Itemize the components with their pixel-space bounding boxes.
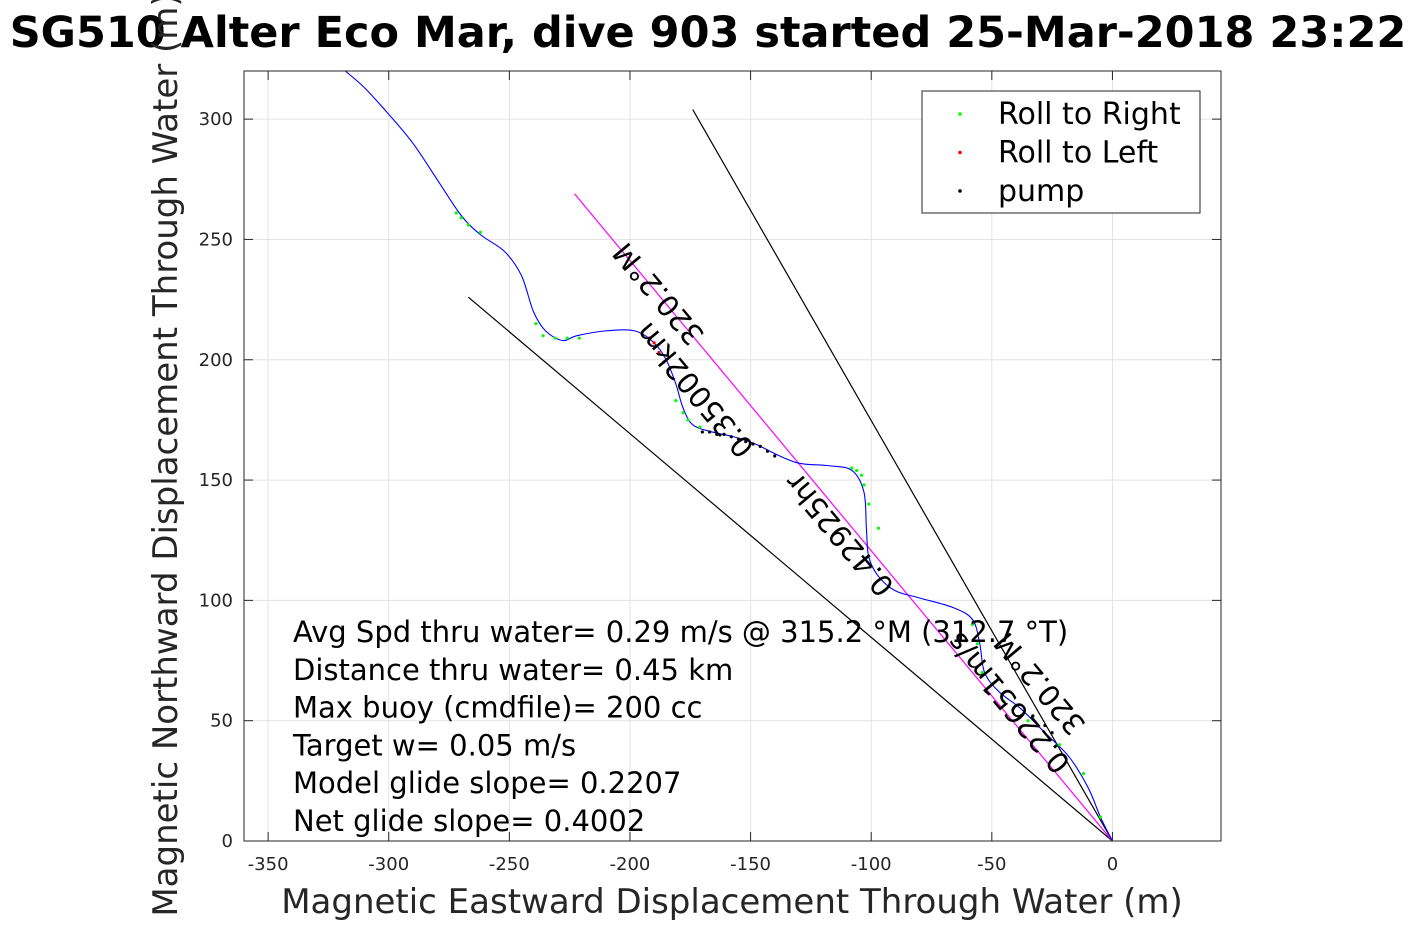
- plot-frame: [243, 70, 1222, 842]
- roll-right-point: [577, 336, 581, 340]
- roll-right-point: [534, 322, 538, 326]
- legend-marker: [958, 150, 962, 155]
- x-tick-label: -250: [489, 854, 530, 875]
- roll-left-point: [657, 350, 661, 355]
- roll-left-point: [647, 336, 651, 340]
- roll-right-point: [876, 526, 881, 530]
- annotation-line: Max buoy (cmdfile)= 200 cc: [293, 691, 702, 725]
- roll-right-point: [867, 502, 871, 506]
- pump-point: [1031, 714, 1035, 718]
- roll-right-point: [850, 466, 854, 470]
- roll-right-point: [1026, 719, 1030, 723]
- roll-left-point: [662, 360, 666, 364]
- y-tick-label: 250: [199, 229, 233, 250]
- legend-box: [921, 90, 1201, 214]
- y-tick-label: 0: [222, 831, 233, 852]
- marker-points: [454, 211, 1102, 819]
- reference-lines: [467, 109, 1113, 841]
- pump-point: [700, 430, 704, 434]
- annotation-block: Avg Spd thru water= 0.29 m/s @ 315.2 °M …: [292, 615, 1068, 838]
- pump-point: [722, 432, 726, 436]
- roll-right-point: [466, 223, 470, 227]
- roll-right-point: [859, 473, 864, 477]
- y-tick-label: 50: [210, 711, 233, 732]
- roll-right-point: [459, 216, 463, 220]
- x-tick-label: -100: [851, 854, 892, 875]
- y-tick-label: 150: [199, 470, 233, 491]
- y-tick-label: 100: [199, 590, 233, 611]
- roll-right-point: [454, 211, 458, 215]
- bounding-line: [692, 109, 1113, 841]
- pump-point: [707, 430, 712, 434]
- x-tick-label: -300: [368, 854, 409, 875]
- legend-label: Roll to Right: [998, 97, 1181, 132]
- roll-right-point: [1098, 815, 1102, 819]
- legend-label: pump: [998, 174, 1084, 209]
- bounding-line: [467, 296, 1113, 841]
- roll-right-point: [1002, 699, 1006, 704]
- roll-right-point: [565, 336, 569, 340]
- roll-right-point: [686, 418, 690, 422]
- pump-point: [758, 444, 762, 448]
- y-axis-label: Magnetic Northward Displacement Through …: [146, 0, 186, 917]
- pump-point: [751, 442, 755, 446]
- dive-track: [344, 71, 1113, 841]
- legend-marker: [958, 189, 962, 193]
- axis-ticks: [244, 71, 1221, 842]
- pump-point: [765, 449, 770, 453]
- roll-right-point: [855, 468, 859, 473]
- roll-right-point: [1081, 772, 1086, 776]
- x-tick-label: -200: [610, 854, 651, 875]
- pump-point: [744, 439, 748, 444]
- annotation-line: Target w= 0.05 m/s: [292, 728, 576, 762]
- x-tick-label: -50: [977, 854, 1006, 875]
- roll-right-point: [541, 334, 545, 338]
- roll-left-point: [652, 341, 656, 345]
- pump-point: [715, 432, 719, 436]
- x-axis-label: Magnetic Eastward Displacement Through W…: [281, 882, 1183, 922]
- pump-point: [729, 435, 733, 439]
- course-line: [574, 193, 1113, 841]
- roll-right-point: [553, 336, 557, 340]
- track-line: [344, 71, 1113, 841]
- roll-right-point: [1057, 743, 1061, 747]
- pump-point: [1050, 731, 1054, 735]
- annotation-line: Avg Spd thru water= 0.29 m/s @ 315.2 °M …: [293, 615, 1068, 649]
- y-tick-labels: 0 50 100 150 200 250 300: [199, 109, 233, 852]
- chart-title: SG510 Alter Eco Mar, dive 903 started 25…: [10, 8, 1407, 58]
- roll-right-point: [862, 483, 866, 487]
- annotation-line: Model glide slope= 0.2207: [293, 766, 681, 800]
- legend-label: Roll to Left: [998, 136, 1158, 171]
- pump-point: [1043, 723, 1047, 728]
- roll-right-point: [478, 230, 483, 234]
- roll-right-point: [698, 425, 702, 429]
- x-tick-label: -150: [730, 854, 771, 875]
- pump-point: [773, 454, 777, 458]
- x-tick-labels: -350 -300 -250 -200 -150 -100 -50 0: [248, 854, 1118, 875]
- roll-right-point: [980, 670, 984, 675]
- y-tick-label: 300: [199, 109, 233, 130]
- roll-right-point: [674, 399, 678, 403]
- y-tick-label: 200: [199, 350, 233, 371]
- roll-right-point: [970, 622, 975, 627]
- roll-right-point: [681, 411, 685, 415]
- x-tick-label: -350: [248, 854, 289, 875]
- roll-right-point: [975, 642, 979, 646]
- x-tick-label: 0: [1107, 854, 1118, 875]
- annotation-line: Distance thru water= 0.45 km: [293, 653, 733, 687]
- annotation-line: Net glide slope= 0.4002: [293, 804, 645, 838]
- pump-point: [736, 437, 741, 441]
- legend-marker: [958, 112, 962, 116]
